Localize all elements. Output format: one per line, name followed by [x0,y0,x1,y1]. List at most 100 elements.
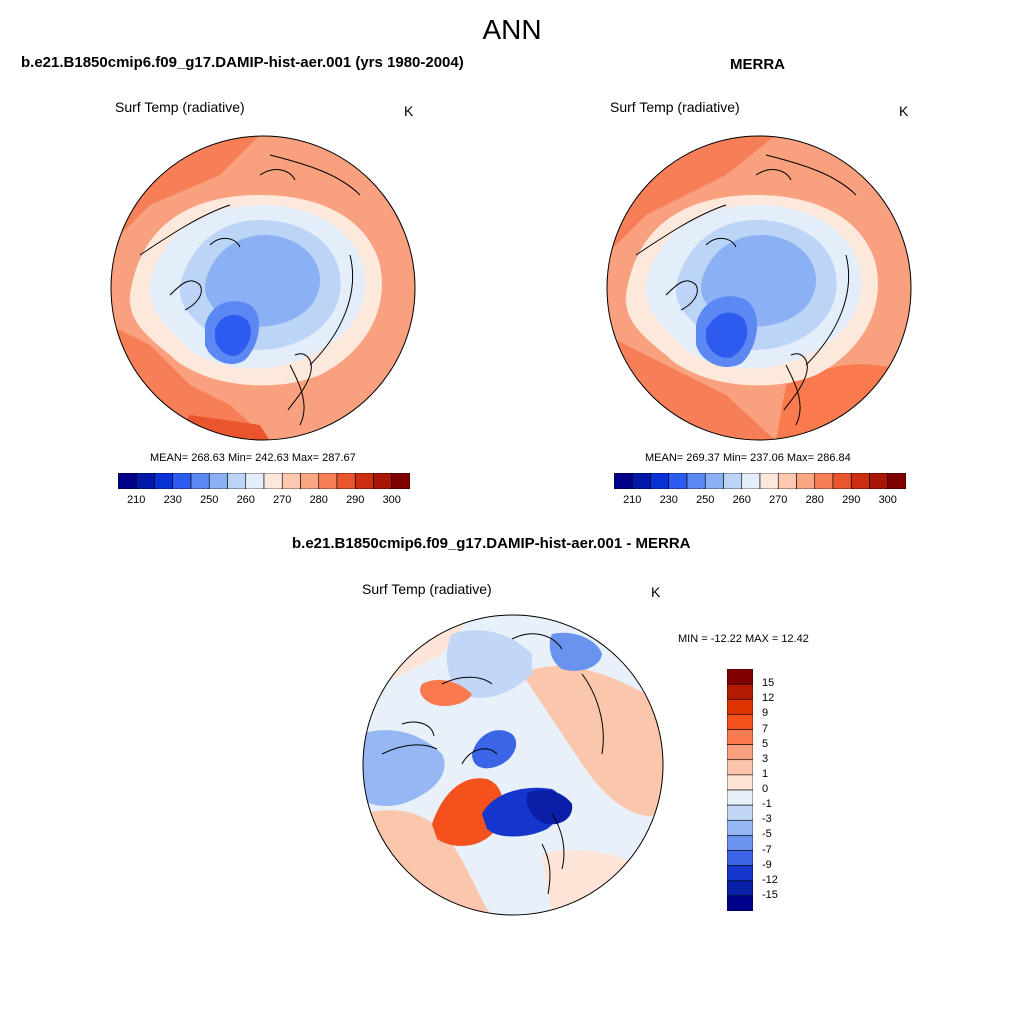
colorbar-swatch [263,473,283,489]
colorbar-swatch [614,473,633,489]
colorbar-swatch [172,473,192,489]
colorbar-swatch [704,473,724,489]
colorbar-tick-label: 12 [762,692,775,705]
panel2-units-label: K [899,103,909,119]
colorbar-swatch [727,729,753,745]
colorbar-swatch [391,473,410,489]
panel3-stats: MIN = -12.22 MAX = 12.42 [678,633,809,645]
colorbar-swatch [850,473,870,489]
panel3-polar-map [362,614,664,916]
colorbar-swatch [727,804,753,821]
page-title: ANN [482,14,542,45]
colorbar-swatch [727,865,753,882]
colorbar-swatch [741,473,761,489]
panel1-stats: MEAN= 268.63 Min= 242.63 Max= 287.67 [150,452,356,464]
panel2-colorbar [614,473,906,489]
colorbar-tick-label: -3 [762,813,772,826]
colorbar-swatch [727,835,753,851]
panel1-colorbar-labels: 210 230 250 260 270 280 290 300 [0,494,1024,508]
colorbar-swatch [118,473,137,489]
colorbar-swatch [727,789,753,806]
colorbar-swatch [727,698,753,715]
colorbar-swatch [727,683,753,700]
colorbar-swatch [796,473,816,489]
colorbar-tick-label: 290 [842,494,861,506]
panel3-colorbar-labels: 15 12 9 7 5 3 1 0 -1 -3 -5 -7 -9 -12 -15 [760,669,800,911]
colorbar-tick-label: -1 [762,798,772,811]
colorbar-swatch [869,473,889,489]
colorbar-swatch [227,473,247,489]
colorbar-tick-label: 5 [762,737,769,750]
panel1-heading: b.e21.B1850cmip6.f09_g17.DAMIP-hist-aer.… [21,54,464,71]
colorbar-tick-label: -12 [762,873,778,886]
colorbar-tick-label: -9 [762,858,772,871]
colorbar-swatch [281,473,301,489]
colorbar-tick-label: 260 [236,494,255,506]
colorbar-swatch [686,473,706,489]
colorbar-swatch [759,473,779,489]
colorbar-tick-label: 290 [346,494,365,506]
colorbar-swatch [727,774,753,791]
colorbar-swatch [727,759,753,776]
panel1-colorbar [118,473,410,489]
colorbar-tick-label: 7 [762,722,769,735]
colorbar-tick-label: 0 [762,783,769,795]
panel1-units-label: K [404,103,414,119]
colorbar-swatch [727,669,753,685]
colorbar-swatch [631,473,651,489]
colorbar-tick-label: 1 [762,767,769,780]
panel2-colorbar-labels: 210 230 250 260 270 280 290 300 [0,494,1024,508]
colorbar-tick-label: 250 [696,494,715,506]
colorbar-tick-label: 300 [878,494,897,506]
colorbar-swatch [373,473,393,489]
colorbar-swatch [727,850,753,866]
colorbar-swatch [727,744,753,761]
colorbar-tick-label: 210 [127,494,146,506]
colorbar-tick-label: -15 [762,888,778,901]
panel3-heading: b.e21.B1850cmip6.f09_g17.DAMIP-hist-aer.… [292,535,691,552]
colorbar-swatch [777,473,797,489]
colorbar-tick-label: 300 [382,494,401,506]
colorbar-swatch [668,473,688,489]
panel3-colorbar [727,669,753,911]
colorbar-tick-label: 15 [762,677,775,690]
colorbar-tick-label: 280 [805,494,824,506]
colorbar-tick-label: 210 [623,494,642,506]
colorbar-swatch [208,473,228,489]
colorbar-swatch [135,473,155,489]
colorbar-tick-label: 3 [762,752,769,765]
colorbar-swatch [814,473,834,489]
colorbar-swatch [190,473,210,489]
colorbar-swatch [336,473,356,489]
colorbar-tick-label: 280 [309,494,328,506]
colorbar-swatch [832,473,852,489]
panel2-heading: MERRA [730,56,785,73]
panel2-polar-map [606,135,912,441]
colorbar-swatch [154,473,174,489]
colorbar-tick-label: 260 [732,494,751,506]
colorbar-swatch [354,473,374,489]
colorbar-swatch [318,473,338,489]
panel2-variable-label: Surf Temp (radiative) [610,99,740,115]
colorbar-tick-label: 270 [273,494,292,506]
colorbar-tick-label: -7 [762,843,772,856]
colorbar-swatch [727,895,753,911]
panel2-stats: MEAN= 269.37 Min= 237.06 Max= 286.84 [645,452,851,464]
colorbar-tick-label: 270 [769,494,788,506]
colorbar-swatch [727,819,753,836]
colorbar-tick-label: -5 [762,828,772,841]
panel1-variable-label: Surf Temp (radiative) [115,99,245,115]
panel1-polar-map [110,135,416,441]
panel3-variable-label: Surf Temp (radiative) [362,581,492,597]
colorbar-tick-label: 230 [163,494,182,506]
colorbar-swatch [887,473,906,489]
colorbar-swatch [650,473,670,489]
colorbar-tick-label: 250 [200,494,219,506]
colorbar-swatch [300,473,320,489]
colorbar-swatch [245,473,265,489]
colorbar-tick-label: 9 [762,707,769,720]
colorbar-swatch [727,880,753,897]
panel3-units-label: K [651,584,661,600]
colorbar-swatch [723,473,743,489]
colorbar-tick-label: 230 [659,494,678,506]
